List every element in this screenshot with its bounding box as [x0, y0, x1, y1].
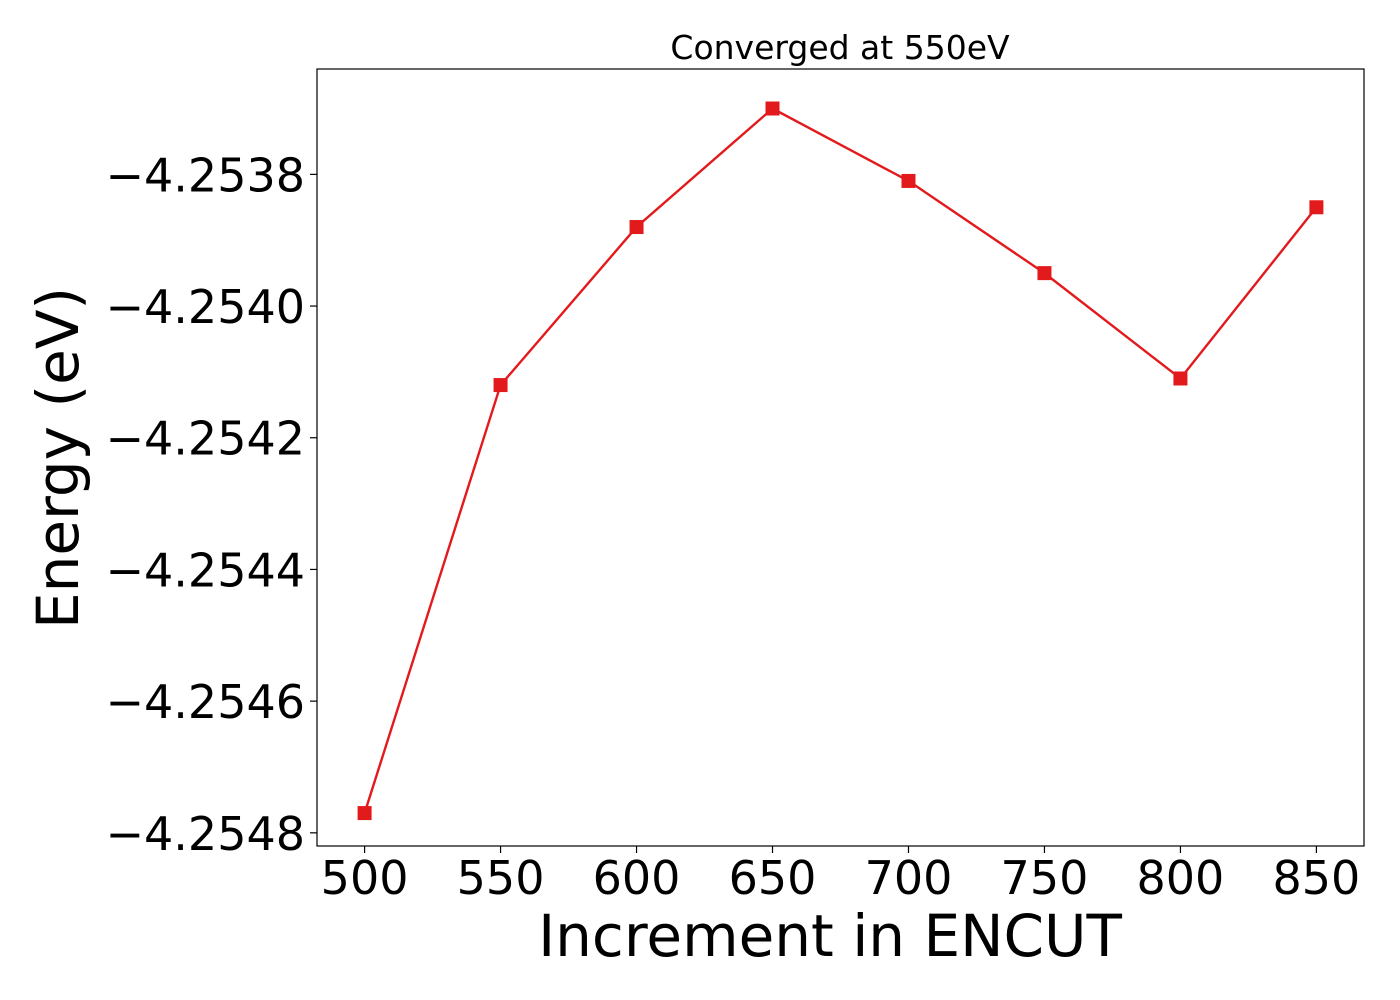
- x-tick-label: 500: [321, 851, 409, 905]
- y-tick-label: −4.2538: [106, 148, 306, 202]
- data-point-marker: [629, 220, 644, 235]
- chart-title: Converged at 550eV: [670, 28, 1010, 67]
- y-tick-label: −4.2542: [106, 412, 306, 466]
- y-tick-label: −4.2546: [106, 675, 306, 729]
- x-axis-label: Increment in ENCUT: [538, 902, 1122, 970]
- x-tick-label: 600: [593, 851, 681, 905]
- y-axis: −4.2548 −4.2546 −4.2544 −4.2542 −4.2540 −4.25…: [106, 148, 317, 861]
- data-point-marker: [357, 806, 372, 821]
- data-point-marker: [765, 101, 780, 116]
- x-tick-label: 850: [1273, 851, 1361, 905]
- x-tick-label: 650: [729, 851, 817, 905]
- plot-area: [357, 101, 1324, 821]
- data-point-marker: [1037, 266, 1052, 281]
- data-point-marker: [901, 173, 916, 188]
- y-tick-label: −4.2548: [106, 807, 306, 861]
- x-tick-label: 750: [1001, 851, 1089, 905]
- x-tick-label: 550: [457, 851, 545, 905]
- data-point-marker: [493, 378, 508, 393]
- x-tick-label: 800: [1137, 851, 1225, 905]
- y-tick-label: −4.2544: [106, 543, 306, 597]
- y-axis-label: Energy (eV): [24, 287, 92, 629]
- y-tick-label: −4.2540: [106, 280, 306, 334]
- data-point-marker: [1309, 200, 1324, 215]
- series-line: [363, 107, 1318, 814]
- x-axis: 500 550 600 650 700 750 800 850: [321, 846, 1361, 905]
- data-point-marker: [1173, 371, 1188, 386]
- x-tick-label: 700: [865, 851, 953, 905]
- plot-frame: [316, 68, 1365, 847]
